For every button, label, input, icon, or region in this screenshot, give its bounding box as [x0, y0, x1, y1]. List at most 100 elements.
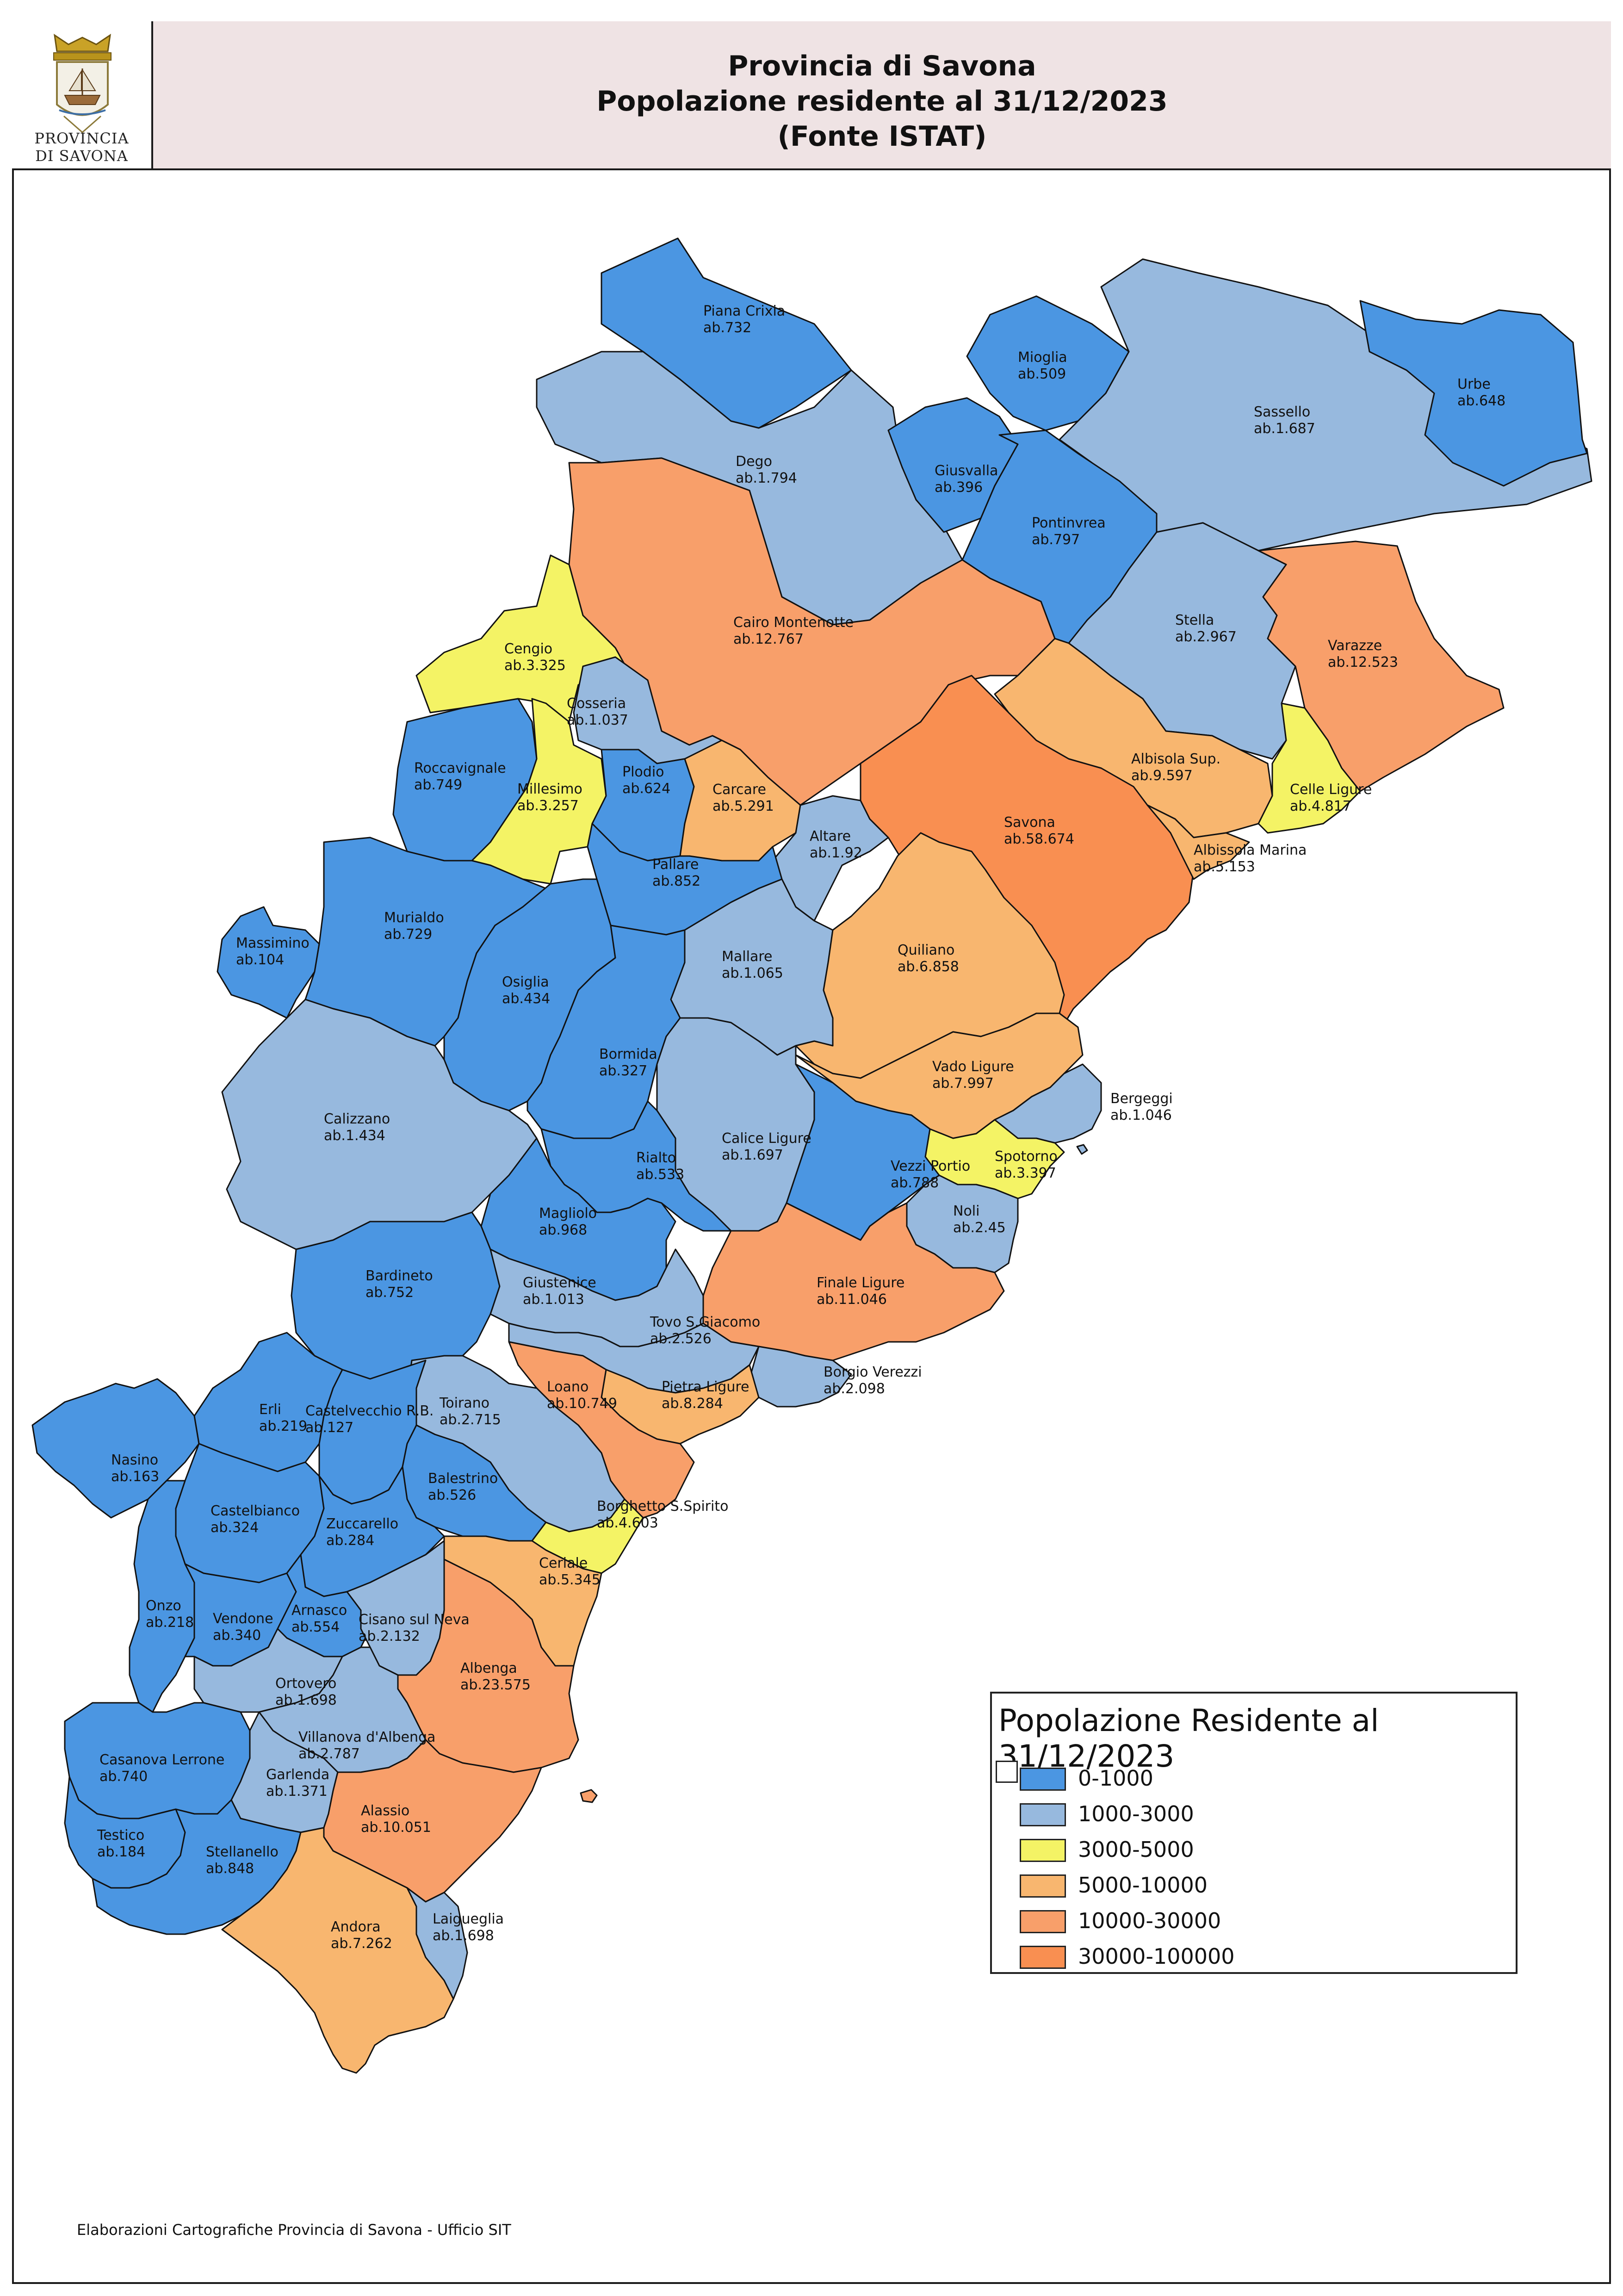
municipality-population-label: ab.7.997	[932, 1075, 994, 1092]
municipality-population-label: ab.10.051	[361, 1819, 431, 1836]
municipality-population-label: ab.2.45	[953, 1220, 1006, 1236]
municipality-albissola-marina[interactable]	[1146, 804, 1250, 880]
legend-swatch	[1020, 1946, 1066, 1969]
municipality-urbe[interactable]	[1359, 300, 1588, 487]
map-header: Provincia di Savona Popolazione resident…	[153, 21, 1611, 170]
municipality-name-label: Calizzano	[324, 1111, 390, 1127]
island-gallinara	[580, 1789, 598, 1803]
legend-label: 30000-100000	[1078, 1944, 1235, 1969]
municipality-population-label: ab.729	[384, 926, 432, 943]
municipality-population-label: ab.526	[428, 1487, 476, 1503]
municipality-population-label: ab.327	[599, 1063, 647, 1079]
municipality-name-label: Cairo Montenotte	[733, 614, 854, 631]
municipality-name-label: Cisano sul Neva	[359, 1612, 470, 1628]
logo-caption-line2: DI SAVONA	[35, 147, 128, 165]
municipality-population-label: ab.2.967	[1175, 629, 1237, 645]
municipality-name-label: Onzo	[146, 1598, 181, 1614]
municipality-population-label: ab.3.257	[517, 798, 579, 814]
municipality-name-label: Mioglia	[1018, 349, 1067, 366]
municipality-name-label: Millesimo	[517, 781, 582, 797]
header-source: (Fonte ISTAT)	[777, 120, 987, 153]
legend-swatch	[1020, 1910, 1066, 1933]
municipality-laigueglia[interactable]	[406, 1887, 468, 2000]
municipality-name-label: Borgio Verezzi	[824, 1364, 922, 1380]
municipality-name-label: Plodio	[622, 764, 664, 780]
municipality-andora[interactable]	[221, 1827, 454, 2074]
municipality-nasino[interactable]	[31, 1378, 200, 1519]
municipality-population-label: ab.533	[636, 1167, 684, 1183]
header-title: Provincia di Savona	[728, 50, 1036, 82]
municipality-sassello[interactable]	[1059, 258, 1592, 552]
municipality-name-label: Castelvecchio R.B.	[305, 1403, 434, 1419]
municipality-population-label: ab.4.603	[597, 1515, 658, 1531]
map-legend: Popolazione Residente al 31/12/2023 0-10…	[990, 1692, 1518, 1974]
municipality-population-label: ab.852	[652, 873, 700, 889]
municipality-stellanello[interactable]	[92, 1799, 302, 1935]
municipality-name-label: Giusvalla	[935, 463, 998, 479]
municipality-name-label: Borghetto S.Spirito	[597, 1498, 728, 1514]
municipality-name-label: Urbe	[1457, 376, 1491, 392]
municipality-population-label: ab.10.749	[547, 1396, 617, 1412]
municipality-population-label: ab.1.92	[810, 845, 862, 861]
municipality-population-label: ab.5.345	[539, 1572, 601, 1588]
municipality-name-label: Mallare	[722, 949, 772, 965]
municipality-name-label: Noli	[953, 1203, 979, 1219]
municipality-name-label: Vendone	[213, 1611, 273, 1627]
municipality-population-label: ab.127	[305, 1420, 353, 1436]
coat-of-arms-icon	[53, 33, 112, 133]
municipality-name-label: Garlenda	[266, 1767, 329, 1783]
municipality-population-label: ab.788	[891, 1175, 939, 1191]
municipality-population-label: ab.12.767	[733, 631, 804, 647]
municipality-population-label: ab.1.794	[736, 470, 797, 486]
municipality-population-label: ab.732	[703, 320, 751, 336]
municipality-population-label: ab.6.858	[898, 959, 959, 975]
legend-title: Popolazione Residente al 31/12/2023	[998, 1703, 1379, 1774]
municipality-name-label: Osiglia	[502, 974, 549, 990]
legend-swatch	[1020, 1803, 1066, 1826]
municipality-name-label: Balestrino	[428, 1471, 498, 1487]
municipality-population-label: ab.163	[111, 1469, 159, 1485]
municipality-name-label: Piana Crixia	[703, 303, 785, 319]
municipality-population-label: ab.752	[365, 1285, 414, 1301]
municipality-population-label: ab.2.132	[359, 1628, 420, 1644]
municipality-population-label: ab.218	[146, 1614, 194, 1631]
municipality-name-label: Celle Ligure	[1290, 782, 1372, 798]
municipality-onzo[interactable]	[129, 1480, 195, 1713]
municipality-name-label: Stellanello	[206, 1844, 279, 1860]
municipality-name-label: Calice Ligure	[722, 1130, 812, 1147]
municipality-population-label: ab.2.787	[298, 1746, 360, 1762]
municipality-population-label: ab.3.397	[995, 1165, 1056, 1181]
municipality-population-label: ab.968	[539, 1222, 587, 1238]
municipality-population-label: ab.5.153	[1194, 859, 1255, 875]
municipality-name-label: Magliolo	[539, 1205, 597, 1222]
municipality-population-label: ab.1.697	[722, 1147, 783, 1163]
municipality-name-label: Massimino	[236, 935, 310, 951]
municipality-population-label: ab.324	[211, 1520, 259, 1536]
logo-caption-line1: PROVINCIA	[34, 130, 129, 147]
municipality-name-label: Pallare	[652, 856, 699, 873]
municipality-millesimo[interactable]	[471, 698, 607, 885]
municipality-population-label: ab.740	[99, 1769, 148, 1785]
legend-checkbox[interactable]	[996, 1761, 1018, 1783]
municipality-population-label: ab.554	[291, 1619, 340, 1635]
municipality-population-label: ab.434	[502, 991, 550, 1007]
municipality-name-label: Bardineto	[365, 1268, 433, 1284]
municipality-population-label: ab.624	[622, 781, 670, 797]
municipality-population-label: ab.7.262	[331, 1936, 392, 1952]
municipality-celle-ligure[interactable]	[1258, 702, 1361, 834]
municipality-name-label: Bormida	[599, 1046, 657, 1062]
municipality-name-label: Erli	[259, 1402, 281, 1418]
municipality-name-label: Alassio	[361, 1803, 409, 1819]
municipality-name-label: Toirano	[439, 1395, 489, 1411]
municipality-name-label: Dego	[736, 453, 772, 470]
municipality-name-label: Nasino	[111, 1452, 158, 1468]
municipality-name-label: Vado Ligure	[932, 1059, 1014, 1075]
province-logo: PROVINCIA DI SAVONA	[12, 21, 153, 170]
footer-credit: Elaborazioni Cartografiche Provincia di …	[77, 2221, 511, 2239]
legend-label: 1000-3000	[1078, 1801, 1194, 1826]
municipality-population-label: ab.3.325	[504, 658, 566, 674]
municipality-population-label: ab.797	[1032, 532, 1080, 548]
municipality-population-label: ab.12.523	[1328, 654, 1398, 670]
municipality-population-label: ab.58.674	[1004, 831, 1074, 847]
